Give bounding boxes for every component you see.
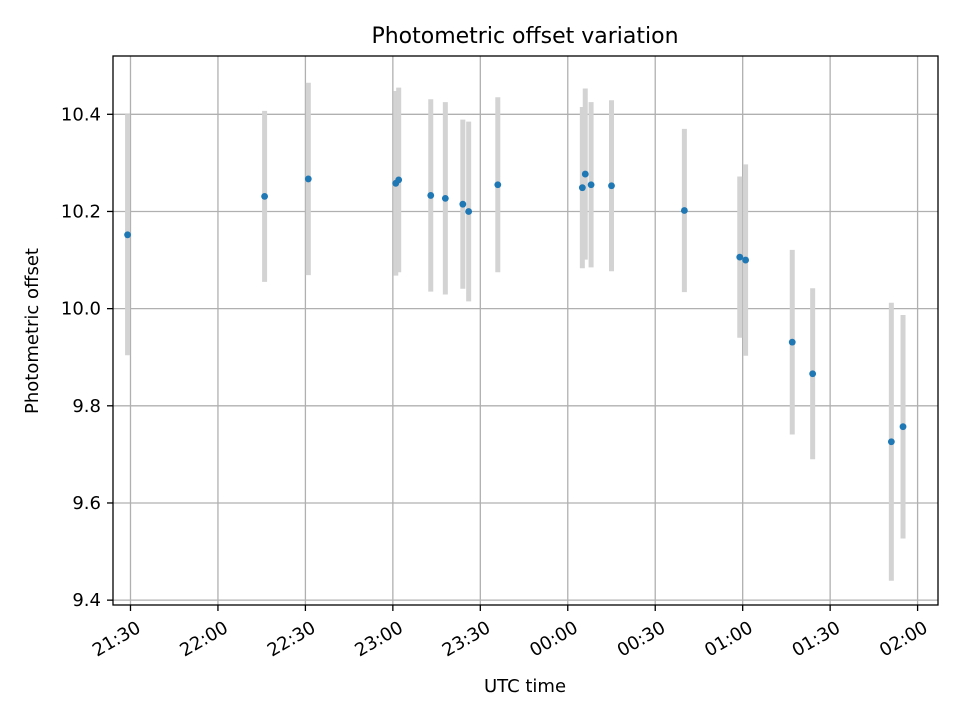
data-point: [887, 438, 895, 446]
data-point: [459, 200, 467, 208]
data-point: [608, 182, 615, 190]
data-point: [680, 207, 688, 214]
data-point: [581, 170, 589, 178]
y-tick-label: 9.6: [72, 493, 101, 514]
y-tick-label: 9.8: [72, 396, 101, 417]
data-point: [788, 338, 796, 346]
y-axis-label: Photometric offset: [22, 248, 43, 414]
data-point: [736, 253, 744, 261]
data-point: [465, 208, 473, 215]
data-point: [899, 423, 907, 431]
y-tick-label: 10.0: [61, 299, 101, 320]
data-point: [742, 256, 749, 264]
y-tick-label: 10.2: [61, 201, 101, 222]
y-tick-label: 10.4: [61, 104, 101, 125]
data-point: [124, 231, 131, 239]
data-point: [587, 181, 595, 189]
data-point: [809, 370, 817, 378]
data-point: [578, 184, 586, 192]
data-point: [441, 194, 449, 202]
x-axis-label: UTC time: [484, 676, 566, 697]
data-point: [427, 192, 435, 199]
y-axis: 9.4 9.6 9.8 10.0 10.2 10.4: [61, 104, 113, 611]
data-point: [261, 193, 268, 200]
data-points: [124, 170, 907, 446]
chart-title: Photometric offset variation: [371, 24, 678, 49]
data-point: [304, 175, 312, 183]
grid: [113, 56, 938, 605]
data-point: [395, 176, 403, 184]
plot-frame: [112, 55, 939, 606]
y-tick-label: 9.4: [72, 590, 101, 611]
data-point: [494, 181, 502, 189]
